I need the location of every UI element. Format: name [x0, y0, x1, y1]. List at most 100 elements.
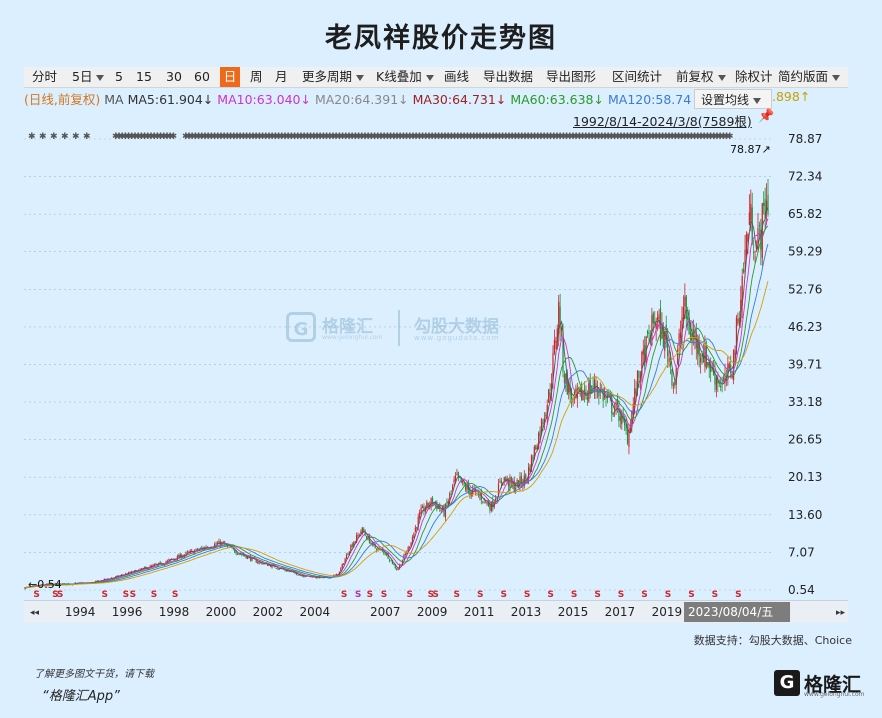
candle-body [334, 574, 336, 576]
toolbar-item-simple-layout[interactable]: 简约版面 [778, 67, 841, 87]
candle-body [304, 576, 306, 578]
event-marker: ✱ [496, 132, 504, 142]
event-marker: ✱ [617, 132, 625, 142]
candle-body [301, 575, 303, 577]
event-marker: ✱ [515, 132, 523, 142]
candle-body [730, 364, 732, 374]
event-marker: ✱ [144, 132, 152, 142]
candle-body [737, 319, 739, 324]
event-marker: ✱ [428, 132, 436, 142]
event-marker: ✱ [697, 132, 705, 142]
event-marker: ✱ [72, 132, 80, 142]
ma30-value: MA30:64.731↓ [412, 92, 507, 107]
x-tick-label: 1996 [112, 605, 143, 619]
event-marker: ✱ [118, 132, 126, 142]
candle-body [255, 559, 257, 563]
toolbar-item-intraday[interactable]: 分时 [32, 69, 58, 84]
ma-setting-dropdown[interactable]: 设置均线 [694, 89, 772, 109]
scroll-left-icon[interactable]: ◂◂ [30, 608, 40, 618]
candle-body [150, 565, 153, 567]
dividend-marker: S [407, 590, 413, 600]
candle-body [214, 544, 216, 547]
candle-body [681, 317, 683, 338]
toolbar-item-more-periods[interactable]: 更多周期 [302, 67, 365, 87]
toolbar-item-weekly[interactable]: 周 [250, 69, 263, 84]
event-marker: ✱ [563, 132, 571, 142]
chevron-down-icon [356, 74, 365, 81]
ma-legend-ma: MA [104, 92, 124, 107]
candle-body [497, 483, 500, 497]
candle-body [571, 392, 573, 403]
event-marker: ✱ [713, 132, 721, 142]
candle-body [244, 554, 246, 557]
candle-body [185, 552, 187, 555]
ma120-line [23, 243, 769, 590]
candle-body [347, 554, 349, 556]
event-marker: ✱ [441, 132, 449, 142]
candle-body [553, 339, 556, 354]
candle-body [596, 389, 599, 391]
candle-body [238, 553, 240, 555]
event-marker: ✱ [723, 132, 731, 142]
chevron-down-icon [832, 74, 841, 81]
candle-body [678, 333, 680, 346]
event-marker: ✱ [361, 132, 369, 142]
candle-body [649, 335, 652, 344]
candle-body [125, 573, 127, 575]
candle-body [464, 485, 467, 490]
toolbar-item-export-chart[interactable]: 导出图形 [546, 69, 597, 84]
toolbar-item-daily[interactable]: 日 [220, 67, 240, 87]
event-marker: ✱ [339, 132, 347, 142]
toolbar-item-forward-adjust[interactable]: 前复权 [676, 67, 726, 87]
event-marker: ✱ [387, 132, 395, 142]
candle-body [340, 568, 342, 572]
candle-body [457, 471, 459, 478]
candle-body [453, 479, 455, 483]
dividend-marker: S [381, 590, 387, 600]
toolbar-item-ex-rights[interactable]: 除权计 [735, 69, 773, 84]
candle-body [463, 483, 465, 485]
toolbar-item-range-stats[interactable]: 区间统计 [612, 69, 663, 84]
event-marker: ✱ [166, 132, 174, 142]
candle-body [355, 535, 358, 543]
toolbar-item-monthly[interactable]: 月 [275, 69, 288, 84]
ma250-line [23, 280, 769, 590]
event-marker: ✱ [534, 132, 542, 142]
event-marker: ✱ [720, 132, 728, 142]
event-marker: ✱ [454, 132, 462, 142]
event-marker: ✱ [508, 132, 516, 142]
candle-body [310, 576, 312, 578]
toolbar-item-5day[interactable]: 5日 [72, 67, 105, 87]
event-marker: ✱ [416, 132, 424, 142]
candle-body [258, 561, 260, 564]
candle-body [684, 296, 686, 307]
scroll-right-icon[interactable]: ▸▸ [836, 608, 846, 618]
candle-body [159, 562, 161, 564]
candle-body [573, 391, 576, 395]
toolbar-item-60min[interactable]: 60 [194, 69, 210, 84]
pin-icon[interactable]: 📌 [758, 109, 775, 124]
toolbar-item-export-data[interactable]: 导出数据 [483, 69, 534, 84]
event-marker: ✱ [588, 132, 596, 142]
price-chart[interactable]: S SS S S S S S S S S S S SS S S S S S S S S S S S S S ✱ ✱ ✱ ✱ ✱ ✱ ✱✱✱✱✱… [23, 125, 772, 600]
toolbar-item-15min[interactable]: 15 [136, 69, 152, 84]
candle-body [538, 432, 540, 449]
event-marker: ✱ [336, 132, 344, 142]
toolbar-item-30min[interactable]: 30 [166, 69, 182, 84]
toolbar-item-5min[interactable]: 5 [115, 69, 123, 84]
event-marker: ✱ [195, 132, 203, 142]
candle-body [407, 547, 409, 552]
candle-body [454, 475, 457, 482]
event-marker: ✱ [601, 132, 609, 142]
toolbar-item-draw-line[interactable]: 画线 [444, 69, 470, 84]
event-marker: ✱ [188, 132, 196, 142]
candle-body [734, 353, 736, 355]
chart-title: 老凤祥股价走势图 [325, 23, 557, 54]
toolbar-item-kline-overlay[interactable]: K线叠加 [376, 67, 434, 87]
event-marker: ✱ [432, 132, 440, 142]
ma5-value: MA5:61.904↓ [127, 92, 214, 107]
event-marker: ✱ [224, 132, 232, 142]
y-tick-label: 39.71 [788, 357, 822, 371]
candle-body [751, 207, 753, 244]
